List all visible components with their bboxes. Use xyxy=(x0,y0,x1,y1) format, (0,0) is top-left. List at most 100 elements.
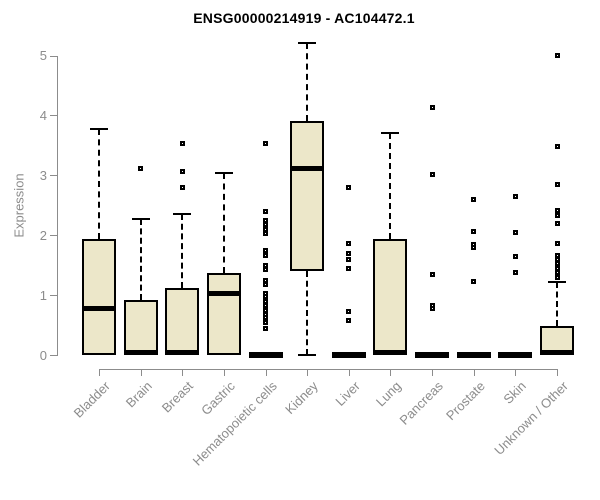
outlier-point xyxy=(263,277,269,283)
outlier-point xyxy=(554,240,560,246)
y-tick-label: 1 xyxy=(39,287,47,303)
upper-whisker-cap xyxy=(381,131,400,134)
y-axis-tick xyxy=(50,295,57,297)
collapsed-box xyxy=(415,352,450,358)
outlier-point xyxy=(346,317,352,323)
outlier-point xyxy=(554,182,560,188)
outlier-point xyxy=(263,140,269,146)
median-line xyxy=(165,350,200,355)
y-axis-tick xyxy=(50,55,57,57)
outlier-point xyxy=(512,254,518,260)
x-axis-tick xyxy=(348,369,350,376)
outlier-point xyxy=(554,52,560,58)
x-axis-tick xyxy=(515,369,517,376)
collapsed-box xyxy=(248,352,283,358)
outlier-point xyxy=(263,315,269,321)
median-line xyxy=(82,305,116,311)
outlier-point xyxy=(471,244,477,250)
box-kidney xyxy=(290,121,325,272)
outlier-point xyxy=(263,303,269,309)
median-line xyxy=(290,165,325,171)
x-axis-tick xyxy=(182,369,184,376)
outlier-point xyxy=(554,220,560,226)
outlier-point xyxy=(263,319,269,325)
outlier-point xyxy=(429,171,435,177)
y-tick-label: 4 xyxy=(39,107,47,123)
upper-whisker-cap xyxy=(214,171,233,174)
outlier-point xyxy=(263,217,269,223)
upper-whisker xyxy=(556,281,559,327)
outlier-point xyxy=(554,257,560,263)
outlier-point xyxy=(263,266,269,272)
x-axis-tick xyxy=(140,369,142,376)
outlier-point xyxy=(512,270,518,276)
outlier-point xyxy=(263,298,269,304)
outlier-point xyxy=(263,252,269,258)
box-lung xyxy=(373,238,408,355)
outlier-point xyxy=(554,143,560,149)
outlier-point xyxy=(429,104,435,110)
outlier-point xyxy=(471,228,477,234)
outlier-point xyxy=(512,229,518,235)
lower-whisker-cap xyxy=(298,354,317,356)
upper-whisker xyxy=(98,129,100,239)
x-axis-tick xyxy=(223,369,225,376)
outlier-point xyxy=(138,165,144,171)
median-line xyxy=(373,350,408,355)
upper-whisker xyxy=(306,43,309,122)
collapsed-box xyxy=(331,352,366,358)
outlier-point xyxy=(512,194,518,200)
upper-whisker xyxy=(181,214,184,288)
outlier-point xyxy=(554,252,560,258)
y-tick-label: 0 xyxy=(39,347,47,363)
outlier-point xyxy=(346,185,352,191)
outlier-point xyxy=(346,250,352,256)
outlier-point xyxy=(554,207,560,213)
outlier-point xyxy=(263,281,269,287)
outlier-point xyxy=(471,279,477,285)
outlier-point xyxy=(179,185,185,191)
y-axis-tick xyxy=(50,235,57,237)
outlier-point xyxy=(263,325,269,331)
median-line xyxy=(123,350,158,355)
collapsed-box xyxy=(498,352,533,358)
x-axis-line xyxy=(99,369,559,370)
median-line xyxy=(540,350,575,355)
outlier-point xyxy=(263,221,269,227)
y-axis-tick xyxy=(50,115,57,117)
upper-whisker xyxy=(222,172,225,273)
x-axis-tick xyxy=(557,369,559,376)
outlier-point xyxy=(554,212,560,218)
box-brain xyxy=(123,299,158,355)
outlier-point xyxy=(429,272,435,278)
outlier-point xyxy=(429,306,435,312)
x-axis-tick xyxy=(432,369,434,376)
y-axis-line xyxy=(57,55,58,356)
y-axis-tick xyxy=(50,175,57,177)
x-axis-tick xyxy=(265,369,267,376)
outlier-point xyxy=(554,274,560,280)
box-breast xyxy=(165,287,200,355)
upper-whisker-cap xyxy=(90,128,108,131)
outlier-point xyxy=(263,230,269,236)
y-tick-label: 2 xyxy=(39,227,47,243)
outlier-point xyxy=(346,265,352,271)
outlier-point xyxy=(554,265,560,271)
median-line xyxy=(206,291,241,297)
y-axis-label: Expression xyxy=(11,173,27,238)
upper-whisker-cap xyxy=(298,42,317,45)
box-gastric xyxy=(206,272,241,355)
y-axis-tick xyxy=(50,355,57,356)
x-axis-tick xyxy=(99,369,100,376)
upper-whisker xyxy=(389,132,392,239)
outlier-point xyxy=(179,168,185,174)
outlier-point xyxy=(346,240,352,246)
y-tick-label: 3 xyxy=(39,167,47,183)
outlier-point xyxy=(346,257,352,263)
outlier-point xyxy=(263,307,269,313)
collapsed-box xyxy=(456,352,491,358)
outlier-point xyxy=(263,247,269,253)
y-tick-label: 5 xyxy=(39,48,47,64)
outlier-point xyxy=(179,140,185,146)
